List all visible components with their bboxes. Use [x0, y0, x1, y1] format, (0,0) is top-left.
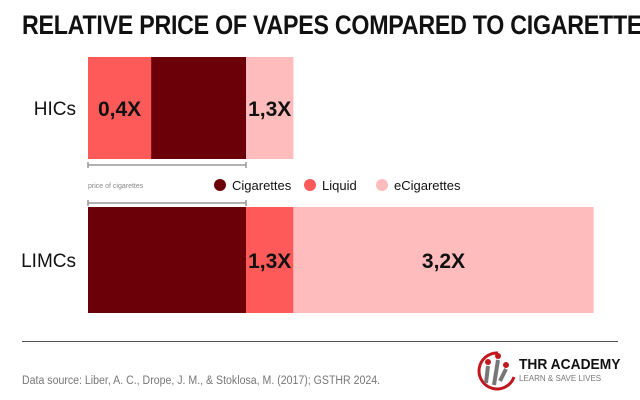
chart-canvas: HICs 0,4X 1,3X LIMCs 1,3X 3,2X price of cigare…	[21, 57, 594, 313]
data-source: Data source: Liber, A. C., Drope, J. M.,…	[22, 375, 381, 387]
data-label: 1,3X	[248, 250, 291, 273]
logo-tagline: LEARN & SAVE LIVES	[519, 374, 602, 383]
legend-marker-ecigarettes	[376, 179, 388, 191]
legend-item: Liquid	[322, 178, 357, 193]
bar-segment-ecigarettes	[246, 57, 294, 159]
legend-marker-cigarettes	[214, 179, 226, 191]
thr-academy-logo: THR ACADEMY LEARN & SAVE LIVES	[476, 347, 636, 395]
bar-segment-liquid	[88, 57, 152, 159]
logo-name: THR ACADEMY	[519, 356, 621, 373]
bar-segment-liquid	[246, 207, 294, 313]
legend-marker-liquid	[304, 179, 316, 191]
chart-title: RELATIVE PRICE OF VAPES COMPARED TO CIGA…	[22, 10, 640, 40]
data-label: 3,2X	[422, 250, 465, 273]
logo-figures-icon	[477, 351, 516, 391]
legend-item: eCigarettes	[394, 178, 461, 193]
legend-item: Cigarettes	[232, 178, 292, 193]
bar-segment-cigarettes	[88, 207, 246, 313]
category-label: LIMCs	[21, 251, 76, 272]
divider	[22, 341, 618, 342]
data-label: 1,3X	[248, 98, 291, 121]
category-label: HICs	[34, 99, 76, 120]
bar-segment-ecigarettes	[293, 207, 594, 313]
reference-label: price of cigarettes	[88, 183, 144, 190]
data-label: 0,4X	[98, 98, 141, 121]
